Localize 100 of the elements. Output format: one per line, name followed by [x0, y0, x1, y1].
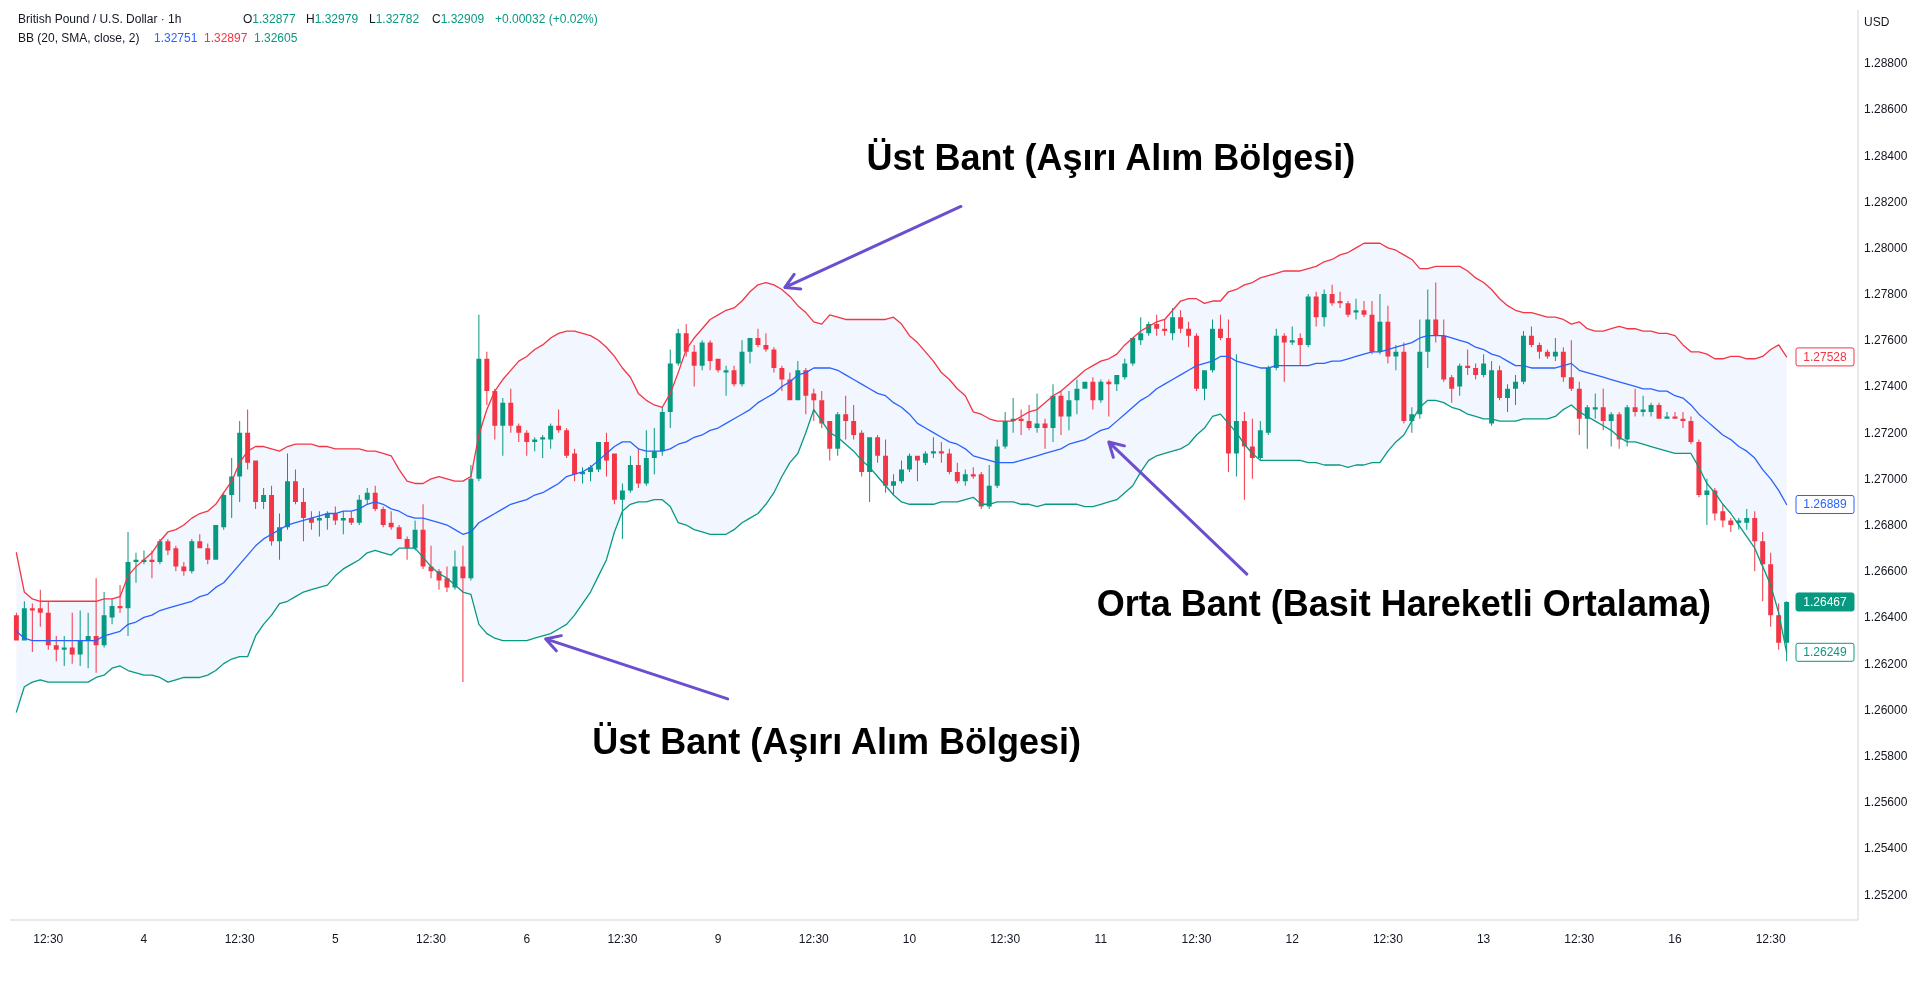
candlestick: [237, 421, 243, 502]
candlestick: [340, 511, 346, 535]
x-tick-label: 9: [714, 932, 722, 946]
candlestick: [883, 439, 889, 493]
y-tick-label: 1.25400: [1864, 841, 1908, 856]
data-label: 1.26889: [1803, 497, 1848, 512]
candlestick: [1178, 310, 1184, 334]
x-tick-label: 12:30: [224, 932, 255, 946]
candlestick: [293, 469, 298, 505]
candlestick: [109, 598, 115, 625]
candlestick: [859, 430, 865, 477]
y-tick-label: 1.26000: [1864, 702, 1908, 717]
annotation: Üst Bant (Aşırı Alım Bölgesi): [592, 720, 1082, 762]
candlestick: [1536, 342, 1542, 359]
candlestick: [1026, 404, 1032, 431]
candlestick: [1648, 402, 1654, 417]
candlestick: [1425, 289, 1431, 368]
candlestick: [1616, 411, 1622, 449]
candlestick: [1592, 393, 1598, 419]
candlestick: [899, 460, 904, 484]
candlestick: [69, 612, 75, 664]
candlestick: [1552, 337, 1558, 362]
candlestick: [1162, 319, 1168, 336]
candlestick: [53, 635, 59, 662]
candlestick: [707, 340, 713, 371]
candlestick: [627, 455, 633, 493]
candlestick: [1018, 409, 1024, 435]
candlestick: [1321, 289, 1327, 327]
candlestick: [1090, 377, 1096, 410]
candlestick: [1210, 319, 1215, 373]
candlestick: [1528, 326, 1534, 348]
x-tick-label: 12:30: [416, 932, 447, 946]
y-tick-label: 1.28400: [1864, 148, 1908, 163]
candlestick: [683, 324, 689, 357]
candlestick: [1584, 404, 1590, 449]
candlestick: [532, 437, 538, 452]
candlestick: [245, 409, 251, 470]
candlestick: [1497, 365, 1503, 401]
candlestick: [261, 488, 267, 509]
line-series: [15, 335, 1788, 642]
candlestick: [572, 448, 578, 482]
candlestick: [1473, 363, 1479, 380]
candlestick: [181, 562, 187, 576]
candlestick: [197, 534, 203, 549]
candlestick: [1098, 379, 1104, 403]
candlestick: [173, 545, 179, 572]
candlestick: [1042, 418, 1048, 449]
y-tick-label: 1.27200: [1864, 425, 1908, 440]
candlestick: [763, 333, 769, 352]
x-tick-label: 12:30: [990, 932, 1021, 946]
candlestick: [1337, 291, 1343, 308]
candlestick: [619, 483, 625, 539]
candlestick: [372, 485, 378, 512]
candlestick: [420, 504, 426, 569]
candlestick: [1066, 391, 1072, 431]
candlestick: [1568, 340, 1574, 392]
candlestick: [954, 462, 960, 484]
candlestick: [1712, 488, 1718, 521]
x-tick-label: 12:30: [1755, 932, 1787, 946]
candlestick: [1672, 411, 1678, 419]
x-tick-label: 12:30: [1564, 932, 1595, 946]
candlestick: [1082, 381, 1088, 389]
x-tick-label: 11: [1094, 932, 1108, 946]
candlestick: [946, 448, 952, 475]
candlestick: [1130, 337, 1136, 366]
candlestick: [1576, 381, 1582, 435]
candlestick: [29, 603, 35, 653]
y-tick-label: 1.26400: [1864, 610, 1908, 625]
candlestick: [1385, 305, 1391, 364]
candlestick: [1696, 439, 1702, 498]
candlestick: [994, 439, 1000, 489]
candlestick: [1401, 342, 1407, 424]
candlestick: [1114, 374, 1120, 392]
candlestick: [61, 635, 67, 666]
candlestick: [723, 365, 729, 396]
y-tick-label: 1.28600: [1864, 102, 1908, 117]
candlestick: [468, 465, 474, 581]
candlestick: [962, 469, 968, 486]
candlestick: [564, 428, 570, 459]
candlestick: [1728, 518, 1734, 532]
candlestick: [1353, 298, 1359, 320]
candlestick: [1305, 294, 1311, 348]
candlestick: [715, 358, 721, 373]
candlestick: [1449, 374, 1455, 403]
y-tick-label: 1.25800: [1864, 749, 1908, 764]
candlestick: [922, 451, 928, 465]
candlestick: [101, 592, 107, 648]
candlestick: [1457, 363, 1463, 396]
candlestick: [524, 430, 530, 456]
candlestick: [1608, 411, 1614, 447]
candlestick: [1664, 411, 1670, 419]
candlestick: [667, 349, 673, 429]
annotation: +0.00032 (+0.02%): [495, 12, 598, 26]
candlestick: [611, 453, 617, 505]
y-tick-label: 1.27800: [1864, 287, 1908, 302]
candlestick: [1688, 416, 1694, 445]
candlestick: [189, 538, 195, 574]
candlestick: [21, 601, 27, 641]
candlestick: [13, 612, 19, 641]
candlestick: [165, 538, 171, 556]
